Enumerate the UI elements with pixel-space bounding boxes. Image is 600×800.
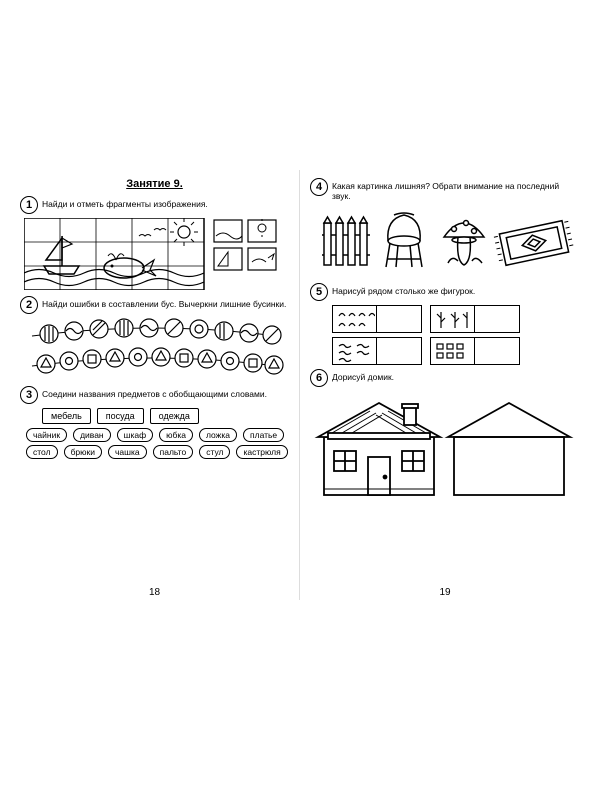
task-5: 5 Нарисуй рядом столько же фигурок. — [310, 283, 580, 301]
task-5-patterns — [310, 305, 580, 365]
task-text: Дорисуй домик. — [332, 369, 394, 382]
task-text: Какая картинка лишняя? Обрати внимание н… — [332, 178, 580, 201]
word-cloud: стол — [26, 445, 58, 459]
task-num: 4 — [310, 178, 328, 196]
word-cloud: чайник — [26, 428, 67, 442]
task-1: 1 Найди и отметь фрагменты изображения. — [20, 196, 289, 214]
word-cloud: юбка — [159, 428, 193, 442]
lesson-title: Занятие 9. — [20, 178, 289, 190]
word-cloud: платье — [243, 428, 284, 442]
word-cloud: ложка — [199, 428, 237, 442]
category-box: мебель — [42, 408, 91, 424]
word-cloud: стул — [199, 445, 230, 459]
task-6: 6 Дорисуй домик. — [310, 369, 580, 387]
task-3: 3 Соедини названия предметов с обобщающи… — [20, 386, 289, 404]
task-num: 5 — [310, 283, 328, 301]
workbook-spread: Занятие 9. 1 Найди и отметь фрагменты из… — [10, 170, 590, 600]
category-box: одежда — [150, 408, 199, 424]
task-text: Нарисуй рядом столько же фигурок. — [332, 283, 475, 296]
task-1-image — [24, 218, 289, 290]
task-num: 3 — [20, 386, 38, 404]
category-box: посуда — [97, 408, 144, 424]
word-cloud: кастрюля — [236, 445, 287, 459]
page-right: 4 Какая картинка лишняя? Обрати внимание… — [300, 170, 590, 600]
task-text: Найди ошибки в составлении бус. Вычеркни… — [42, 296, 286, 309]
task-6-houses — [314, 391, 580, 501]
task-num: 6 — [310, 369, 328, 387]
category-boxes: мебель посуда одежда — [42, 408, 289, 424]
word-cloud: диван — [73, 428, 111, 442]
task-num: 1 — [20, 196, 38, 214]
task-text: Найди и отметь фрагменты изображения. — [42, 196, 208, 209]
task-text: Соедини названия предметов с обобщающими… — [42, 386, 267, 399]
page-number: 19 — [439, 587, 450, 598]
word-cloud: брюки — [64, 445, 102, 459]
task-2: 2 Найди ошибки в составлении бус. Вычерк… — [20, 296, 289, 314]
task-4-images — [314, 205, 580, 277]
word-cloud: пальто — [153, 445, 194, 459]
task-2-beads — [24, 318, 289, 380]
page-left: Занятие 9. 1 Найди и отметь фрагменты из… — [10, 170, 300, 600]
word-cloud: шкаф — [117, 428, 153, 442]
task-num: 2 — [20, 296, 38, 314]
task-4: 4 Какая картинка лишняя? Обрати внимание… — [310, 178, 580, 201]
word-cloud: чашка — [108, 445, 147, 459]
word-clouds: чайник диван шкаф юбка ложка платье стол… — [26, 428, 289, 459]
page-number: 18 — [149, 587, 160, 598]
